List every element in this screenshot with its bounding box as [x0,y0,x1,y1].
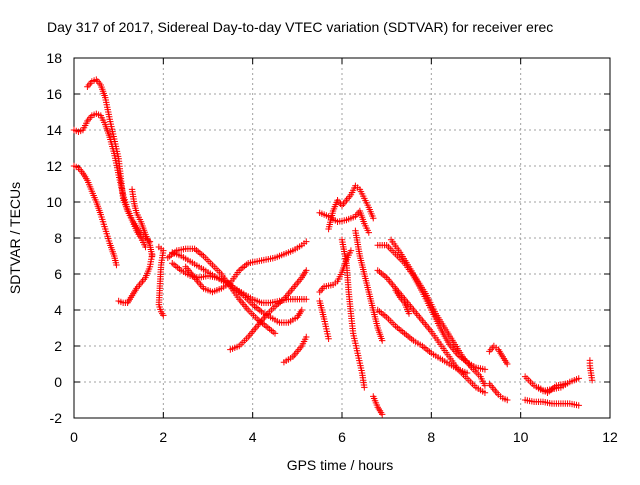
x-axis-label: GPS time / hours [287,457,394,473]
ticks-layer: 0 2 4 6 8 10 12 -2 0 2 4 6 8 10 12 14 16 18 [46,50,618,445]
data-point [379,411,386,418]
data-point [298,306,305,314]
series-s18 [352,227,386,344]
y-axis-label: SDTVAR / TECUs [7,182,23,294]
series-s29 [535,380,569,396]
x-tick-label: 6 [338,429,346,445]
data-point [481,382,489,389]
series-s22 [374,306,471,377]
series-s2 [84,76,149,251]
data-point [370,215,377,222]
series-s9 [164,245,279,337]
series-s5 [115,251,156,306]
data-point [575,375,582,382]
y-tick-label: 18 [46,50,62,66]
y-tick-label: -2 [50,410,63,426]
y-tick-label: 10 [46,194,62,210]
data-point [379,337,386,344]
y-tick-label: 2 [54,338,62,354]
data-point [361,384,368,391]
series-s19 [370,393,386,418]
y-tick-label: 0 [54,374,62,390]
data-point [562,380,569,387]
x-tick-label: 0 [70,429,78,445]
data-point [148,251,156,258]
x-tick-label: 10 [513,429,529,445]
y-tick-label: 12 [46,158,62,174]
series-s25 [486,342,511,368]
x-tick-label: 12 [602,429,618,445]
series-s11 [227,267,310,353]
data-point [575,402,582,409]
y-tick-label: 16 [46,86,62,102]
series-s30 [586,357,596,384]
data-point [481,366,489,373]
series-s10 [182,238,310,296]
y-tick-label: 8 [54,230,62,246]
data-point [481,389,489,396]
series-s28 [521,396,582,409]
data-point [405,310,413,317]
y-tick-label: 14 [46,122,62,138]
data-point [347,247,355,254]
x-tick-label: 8 [427,429,435,445]
series-s14 [325,182,377,233]
series-s26 [486,380,511,404]
y-tick-label: 6 [54,266,62,282]
grid-layer [74,58,610,418]
data-point [504,396,511,404]
data-point [365,229,372,236]
x-tick-label: 4 [249,429,257,445]
data-point [463,369,471,377]
data-point [303,333,310,341]
data-point [504,360,511,368]
chart-title: Day 317 of 2017, Sidereal Day-to-day VTE… [47,19,553,35]
series-s13 [316,207,372,236]
series-s23 [387,236,489,389]
marks-layer [70,76,596,418]
y-tick-label: 4 [54,302,62,318]
series-s24 [392,287,413,317]
data-point [160,312,167,319]
data-point [303,296,310,303]
data-point [303,267,310,274]
x-tick-label: 2 [159,429,167,445]
series-s6 [155,243,167,319]
series-s12 [280,333,310,366]
data-point [271,330,279,337]
series-s17 [338,236,368,391]
series-s16 [316,297,332,342]
data-point [303,238,310,245]
series-s3 [70,162,120,269]
data-point [588,377,596,384]
data-point [325,335,332,342]
data-point [113,261,120,269]
